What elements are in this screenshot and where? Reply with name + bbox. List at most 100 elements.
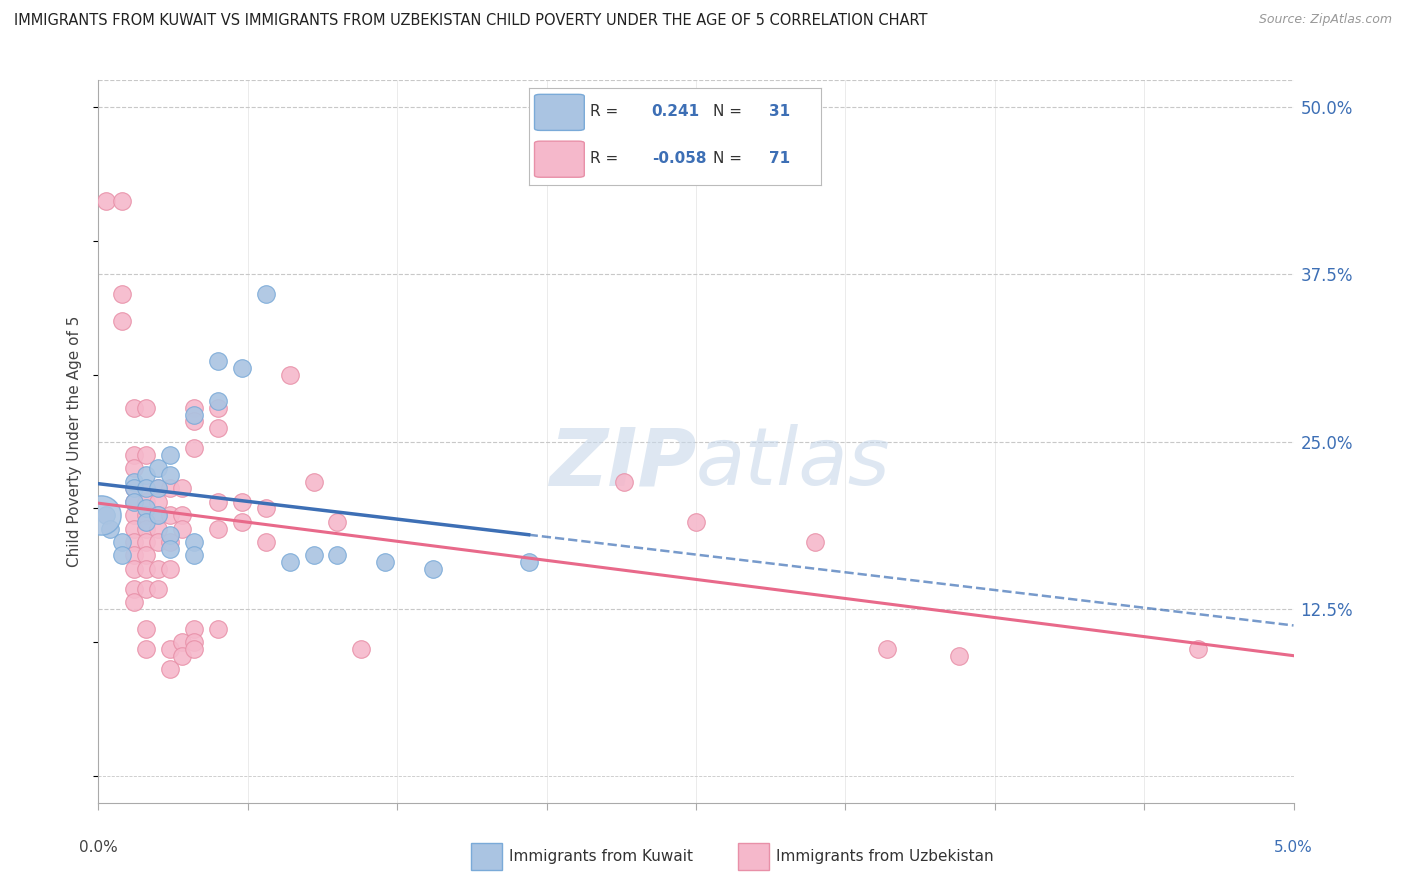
Point: [124, 548, 146, 563]
Point: [159, 467, 181, 482]
Point: [254, 535, 277, 549]
Point: [1187, 642, 1209, 657]
Text: Source: ZipAtlas.com: Source: ZipAtlas.com: [1258, 13, 1392, 27]
Point: [804, 535, 827, 549]
Point: [207, 401, 229, 416]
Point: [111, 287, 134, 301]
Point: [278, 368, 301, 382]
Point: [207, 494, 229, 508]
Point: [183, 622, 205, 636]
Point: [159, 448, 181, 462]
Point: [159, 541, 181, 556]
Point: [135, 562, 157, 576]
Point: [517, 555, 540, 569]
Point: [159, 508, 181, 523]
Point: [172, 635, 194, 649]
Point: [135, 508, 157, 523]
Point: [159, 662, 181, 676]
Point: [231, 515, 253, 529]
Point: [124, 482, 146, 496]
Point: [231, 494, 253, 508]
Point: [135, 642, 157, 657]
Point: [94, 194, 117, 208]
Point: [278, 555, 301, 569]
Point: [135, 501, 157, 516]
Point: [183, 442, 205, 455]
Point: [124, 508, 146, 523]
Point: [231, 361, 253, 376]
Point: [183, 548, 205, 563]
Point: [124, 535, 146, 549]
Point: [148, 535, 170, 549]
Point: [207, 354, 229, 368]
Point: [207, 521, 229, 535]
Point: [135, 482, 157, 496]
Point: [172, 508, 194, 523]
Point: [350, 642, 373, 657]
Point: [135, 521, 157, 535]
Point: [135, 535, 157, 549]
Point: [135, 548, 157, 563]
Point: [135, 467, 157, 482]
Text: Immigrants from Kuwait: Immigrants from Kuwait: [509, 849, 693, 863]
Point: [135, 482, 157, 496]
Point: [183, 414, 205, 429]
Point: [948, 648, 970, 663]
Point: [159, 482, 181, 496]
Point: [124, 475, 146, 489]
Point: [183, 635, 205, 649]
Point: [613, 475, 636, 489]
Point: [159, 562, 181, 576]
Point: [148, 494, 170, 508]
Point: [90, 508, 112, 523]
Point: [183, 535, 205, 549]
Text: IMMIGRANTS FROM KUWAIT VS IMMIGRANTS FROM UZBEKISTAN CHILD POVERTY UNDER THE AGE: IMMIGRANTS FROM KUWAIT VS IMMIGRANTS FRO…: [14, 13, 928, 29]
Point: [148, 508, 170, 523]
Point: [135, 448, 157, 462]
Point: [124, 582, 146, 596]
Point: [207, 421, 229, 435]
Point: [183, 642, 205, 657]
Y-axis label: Child Poverty Under the Age of 5: Child Poverty Under the Age of 5: [67, 316, 83, 567]
Text: Immigrants from Uzbekistan: Immigrants from Uzbekistan: [776, 849, 994, 863]
Text: 0.0%: 0.0%: [79, 840, 118, 855]
Point: [422, 562, 444, 576]
Point: [111, 314, 134, 328]
Point: [111, 535, 134, 549]
Point: [183, 401, 205, 416]
Point: [124, 461, 146, 475]
Point: [135, 401, 157, 416]
Point: [148, 508, 170, 523]
Point: [302, 548, 325, 563]
Point: [172, 648, 194, 663]
Point: [254, 501, 277, 516]
Text: 5.0%: 5.0%: [1274, 840, 1313, 855]
Point: [135, 494, 157, 508]
Point: [374, 555, 396, 569]
Point: [94, 508, 117, 523]
Point: [876, 642, 898, 657]
Point: [135, 582, 157, 596]
Point: [124, 494, 146, 508]
Point: [148, 521, 170, 535]
Point: [148, 562, 170, 576]
Point: [172, 482, 194, 496]
Point: [159, 535, 181, 549]
Point: [135, 515, 157, 529]
Point: [148, 482, 170, 496]
Point: [207, 622, 229, 636]
Point: [148, 582, 170, 596]
Point: [124, 482, 146, 496]
Text: ZIP: ZIP: [548, 425, 696, 502]
Point: [326, 548, 349, 563]
Point: [207, 394, 229, 409]
Point: [124, 401, 146, 416]
Point: [685, 515, 707, 529]
Point: [135, 622, 157, 636]
Point: [172, 521, 194, 535]
Point: [254, 287, 277, 301]
Text: atlas: atlas: [696, 425, 891, 502]
Point: [124, 595, 146, 609]
Point: [124, 521, 146, 535]
Point: [148, 482, 170, 496]
